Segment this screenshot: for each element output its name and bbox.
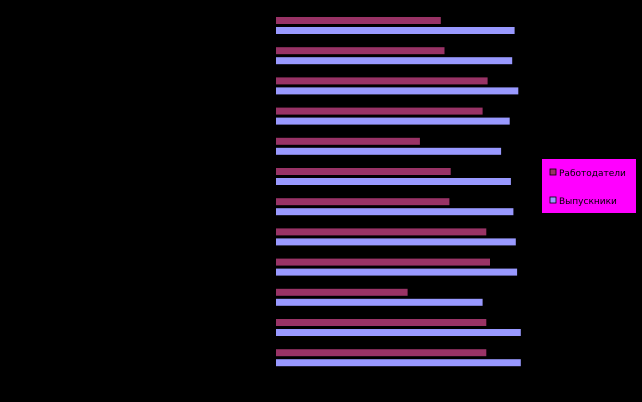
bar-graduates-12 [276, 359, 521, 367]
bar-employers-7 [276, 198, 450, 206]
legend-swatch-graduates [549, 196, 557, 204]
bar-employers-10 [276, 288, 408, 296]
bar-employers-3 [276, 77, 488, 85]
legend-swatch-employers [549, 168, 557, 176]
bar-graduates-4 [276, 117, 510, 125]
legend-box [542, 159, 636, 213]
bar-graduates-10 [276, 298, 483, 306]
bars-group [276, 17, 521, 367]
bar-graduates-7 [276, 208, 514, 216]
legend: Работодатели Выпускники [542, 159, 636, 213]
bar-graduates-3 [276, 87, 519, 95]
bar-employers-4 [276, 107, 483, 115]
bar-graduates-8 [276, 238, 516, 246]
bar-graduates-1 [276, 27, 515, 34]
bar-graduates-6 [276, 178, 511, 185]
bar-graduates-2 [276, 57, 513, 65]
bar-graduates-9 [276, 268, 518, 276]
bar-employers-12 [276, 349, 487, 357]
bar-graduates-11 [276, 329, 521, 336]
bar-employers-1 [276, 17, 441, 24]
legend-label-employers: Работодатели [559, 169, 626, 179]
legend-label-graduates: Выпускники [559, 197, 617, 207]
bar-graduates-5 [276, 147, 502, 155]
bar-employers-9 [276, 258, 490, 266]
bar-employers-6 [276, 168, 451, 175]
bar-employers-8 [276, 228, 487, 236]
bar-employers-11 [276, 319, 487, 326]
bar-employers-2 [276, 47, 445, 55]
bar-employers-5 [276, 137, 420, 145]
